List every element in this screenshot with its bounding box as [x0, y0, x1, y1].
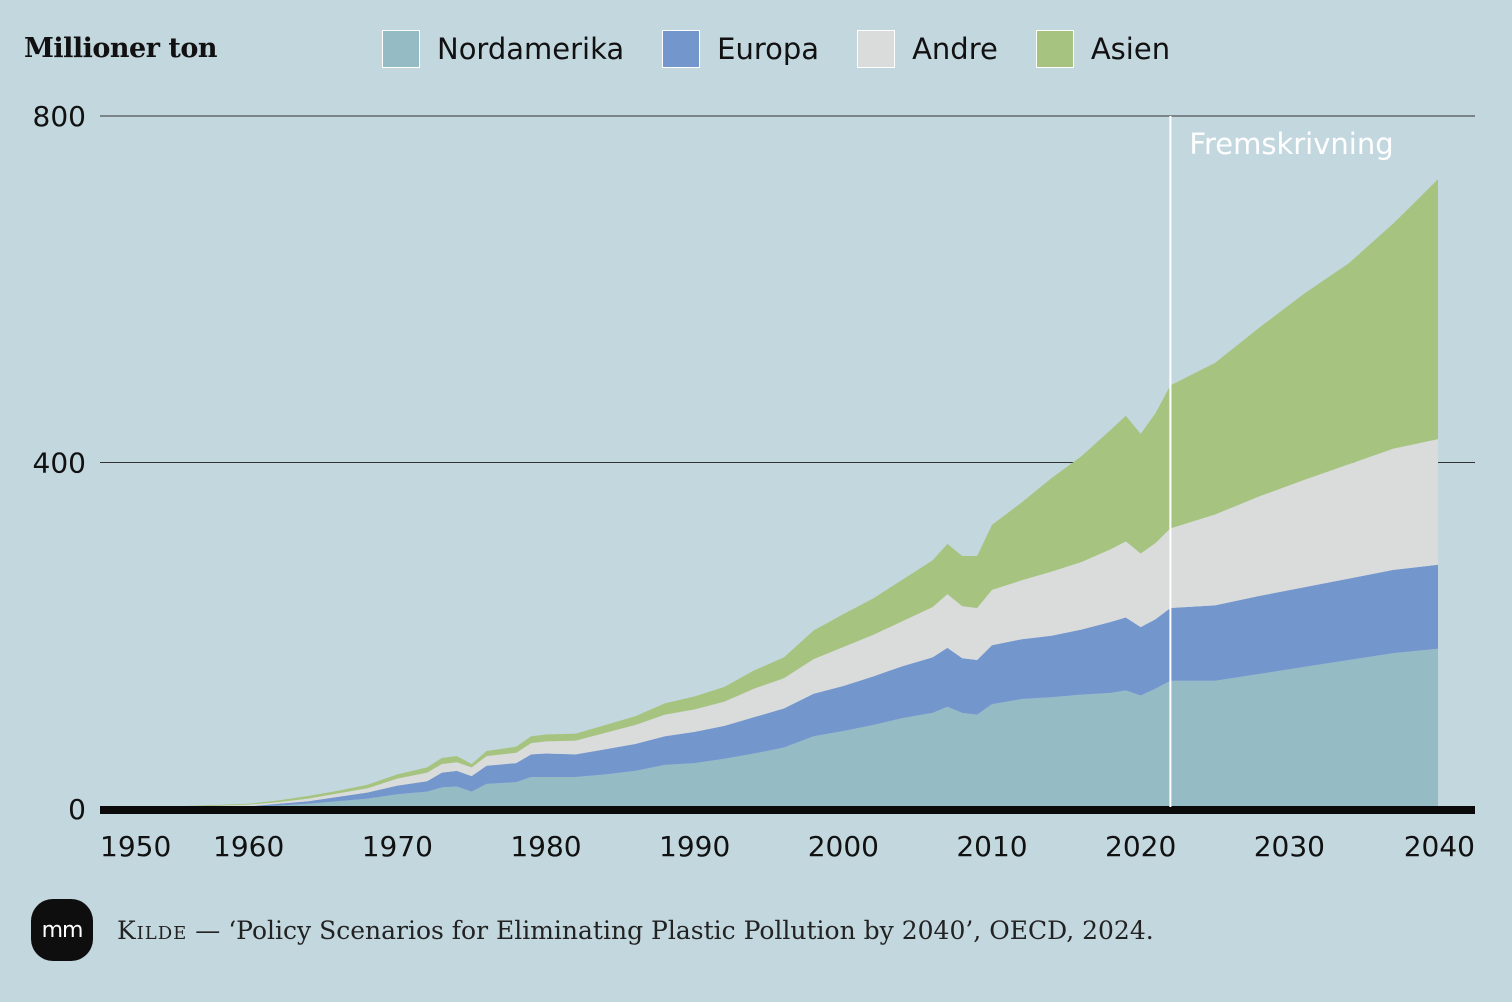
x-tick-label: 2040	[1404, 830, 1475, 863]
x-tick-label: 2010	[956, 830, 1027, 863]
x-tick-label: 1990	[659, 830, 730, 863]
y-tick-label: 0	[68, 793, 86, 826]
x-tick-label: 2030	[1254, 830, 1325, 863]
legend-swatch	[382, 30, 420, 68]
legend-swatch	[857, 30, 896, 68]
source-key: Kilde	[117, 915, 188, 945]
x-tick-label: 1960	[213, 830, 284, 863]
x-tick-label: 1970	[362, 830, 433, 863]
x-tick-label: 1950	[100, 830, 171, 863]
legend: Nordamerika Europa Andre Asien	[382, 30, 1208, 68]
area-layer	[100, 179, 1438, 809]
area-nordamerika	[100, 648, 1438, 809]
x-tick-label: 1980	[510, 830, 581, 863]
legend-item-andre: Andre	[857, 30, 998, 68]
projection-label: Fremskrivning	[1189, 127, 1393, 161]
y-tick-label: 400	[33, 447, 86, 480]
legend-label: Nordamerika	[437, 32, 625, 66]
legend-item-asien: Asien	[1035, 30, 1171, 68]
y-axis-unit-label: Millioner ton	[24, 33, 217, 64]
source-text: — ‘Policy Scenarios for Eliminating Plas…	[187, 915, 1154, 945]
axis-layer: 0 400 800 Fremskrivning 1950 1960 1970 1980 1990…	[33, 100, 1475, 863]
x-tick-label: 2000	[808, 830, 879, 863]
y-tick-label: 800	[33, 100, 86, 133]
legend-label: Europa	[717, 32, 820, 66]
area-europa	[100, 564, 1438, 809]
brand-logo: mm	[31, 899, 93, 961]
x-tick-label: 2020	[1105, 830, 1176, 863]
source-note: Kilde — ‘Policy Scenarios for Eliminatin…	[117, 916, 1154, 945]
legend-item-europa: Europa	[662, 30, 819, 68]
legend-item-nordamerika: Nordamerika	[382, 30, 624, 68]
source-footer: mm Kilde — ‘Policy Scenarios for Elimina…	[31, 899, 1154, 961]
legend-label: Andre	[912, 32, 998, 66]
legend-swatch	[1035, 30, 1074, 68]
legend-swatch	[662, 30, 701, 68]
legend-label: Asien	[1090, 32, 1171, 66]
